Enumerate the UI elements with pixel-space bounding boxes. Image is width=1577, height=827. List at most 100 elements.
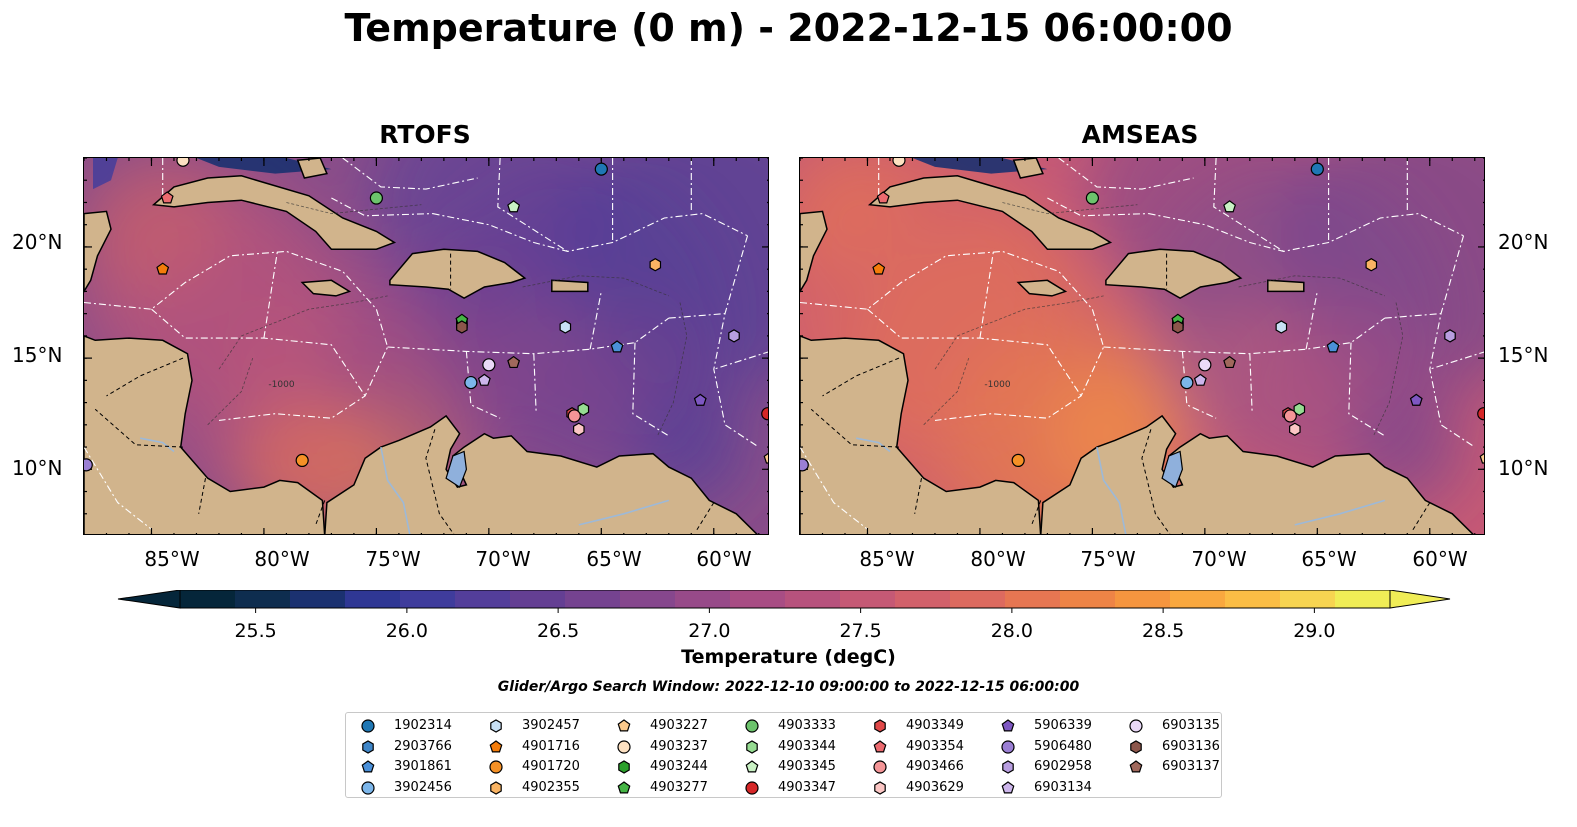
legend-label: 4903333 [778, 718, 836, 733]
panel-title-rtofs: RTOFS [379, 120, 471, 149]
colorbar [117, 590, 1451, 613]
colorbar-bin [455, 590, 511, 608]
map-panel-rtofs: -1000 [83, 157, 769, 535]
legend-label: 4901716 [522, 738, 580, 754]
platform-marker-6903134 [1193, 373, 1207, 386]
contour-label: -1000 [984, 380, 1010, 390]
bathymetry-contours [923, 202, 1404, 437]
legend-marker [489, 739, 503, 752]
lon-label-amseas-80w: 80°W [970, 547, 1026, 571]
pentagon-marker-icon [361, 760, 375, 773]
lon-label-rtofs-65w: 65°W [586, 547, 642, 571]
platform-marker-4901720 [1011, 453, 1025, 467]
platform-marker-4902355 [1365, 258, 1378, 272]
legend-label: 4902355 [522, 779, 580, 795]
platform-marker-3902456 [1180, 375, 1194, 390]
platform-marker-4903237 [176, 158, 190, 167]
platform-marker-1902314 [594, 162, 608, 176]
hexagon-marker-icon [490, 780, 502, 795]
colorbar-label: Temperature (degC) [681, 646, 896, 668]
legend-marker [1001, 719, 1015, 732]
colorbar-tick-label: 29.0 [1293, 620, 1336, 642]
circle-marker-icon [745, 719, 759, 733]
platform-marker-4903629 [573, 422, 585, 436]
platform-marker-5906480 [84, 458, 93, 472]
lon-label-rtofs-75w: 75°W [365, 547, 421, 571]
lon-label-rtofs-85w: 85°W [144, 547, 200, 571]
hexagon-marker-icon [490, 719, 502, 733]
legend-marker [1129, 760, 1143, 773]
contour-label: -1000 [268, 380, 294, 390]
lat-label-right-15n: 15°N [1498, 343, 1549, 367]
lon-label-amseas-75w: 75°W [1080, 547, 1136, 571]
circle-marker-icon [1001, 739, 1015, 754]
colorbar-bin [235, 590, 291, 608]
legend-marker [361, 719, 375, 733]
platform-marker-6903136 [456, 320, 468, 334]
platform-marker-6902958 [728, 329, 740, 343]
platform-marker-4903227 [1479, 452, 1484, 464]
colorbar-bin [345, 590, 401, 608]
pentagon-marker-icon [617, 719, 631, 732]
lon-label-rtofs-70w: 70°W [475, 547, 531, 571]
legend-label: 4903227 [650, 718, 708, 733]
colorbar-bin [895, 590, 951, 608]
platform-marker-6903135 [482, 358, 496, 372]
legend-marker [745, 719, 759, 733]
platform-marker-6903135 [1198, 358, 1212, 372]
legend-marker [489, 760, 503, 774]
legend-marker [745, 760, 759, 773]
lon-label-amseas-65w: 65°W [1301, 547, 1357, 571]
platform-marker-4903345 [1223, 200, 1237, 213]
circle-marker-icon [489, 760, 503, 774]
platform-marker-4903354 [160, 191, 174, 204]
lake-maracaibo [1161, 450, 1184, 489]
legend-label: 4903344 [778, 738, 836, 754]
platform-marker-1902314 [1310, 162, 1324, 176]
legend-label: 6903136 [1162, 738, 1220, 754]
circle-marker-icon [361, 719, 375, 733]
platform-marker-4901716 [872, 262, 886, 275]
platform-marker-4903227 [763, 452, 768, 464]
legend-label: 4903244 [650, 759, 708, 774]
lon-label-amseas-85w: 85°W [859, 547, 915, 571]
lat-label-right-20n: 20°N [1498, 230, 1549, 254]
colorbar-bin [565, 590, 621, 608]
platform-marker-6903136 [1172, 320, 1184, 334]
legend-marker [490, 780, 502, 795]
platform-markers [800, 158, 1484, 472]
colorbar-bin [1060, 590, 1116, 608]
legend-marker [873, 739, 887, 752]
circle-marker-icon [617, 739, 631, 754]
colorbar-bin [290, 590, 346, 608]
legend-marker [1002, 760, 1014, 774]
legend-label: 1902314 [394, 718, 452, 733]
lat-label-left-10n: 10°N [12, 456, 63, 480]
legend-label: 4903349 [906, 718, 964, 733]
pentagon-marker-icon [1001, 719, 1015, 732]
map-canvas-amseas: -1000 [800, 158, 1484, 534]
colorbar-tick-label: 27.5 [839, 620, 882, 642]
search-window-text: Glider/Argo Search Window: 2022-12-10 09… [497, 679, 1080, 695]
legend-marker [745, 780, 759, 795]
legend-label: 3902457 [522, 718, 580, 733]
platform-marker-4903354 [876, 191, 890, 204]
pentagon-marker-icon [873, 739, 887, 752]
colorbar-extend-high [1389, 590, 1451, 609]
legend-label: 4903629 [906, 779, 964, 795]
colorbar-bin [510, 590, 566, 608]
colorbar-bin [675, 590, 731, 608]
country-borders [810, 253, 1431, 534]
platform-marker-4903466 [1283, 409, 1297, 423]
platform-marker-4903466 [567, 409, 581, 423]
colorbar-bin [1170, 590, 1226, 608]
legend-marker [617, 780, 631, 793]
colorbar-tick-label: 26.5 [536, 620, 580, 642]
colorbar-tick-label: 26.0 [385, 620, 429, 642]
platform-marker-4903347 [761, 407, 768, 421]
lake-maracaibo [445, 450, 468, 489]
legend-label: 6903137 [1162, 759, 1220, 774]
platform-marker-6902958 [1444, 329, 1456, 343]
legend-marker [618, 760, 630, 774]
pentagon-marker-icon [617, 780, 631, 793]
